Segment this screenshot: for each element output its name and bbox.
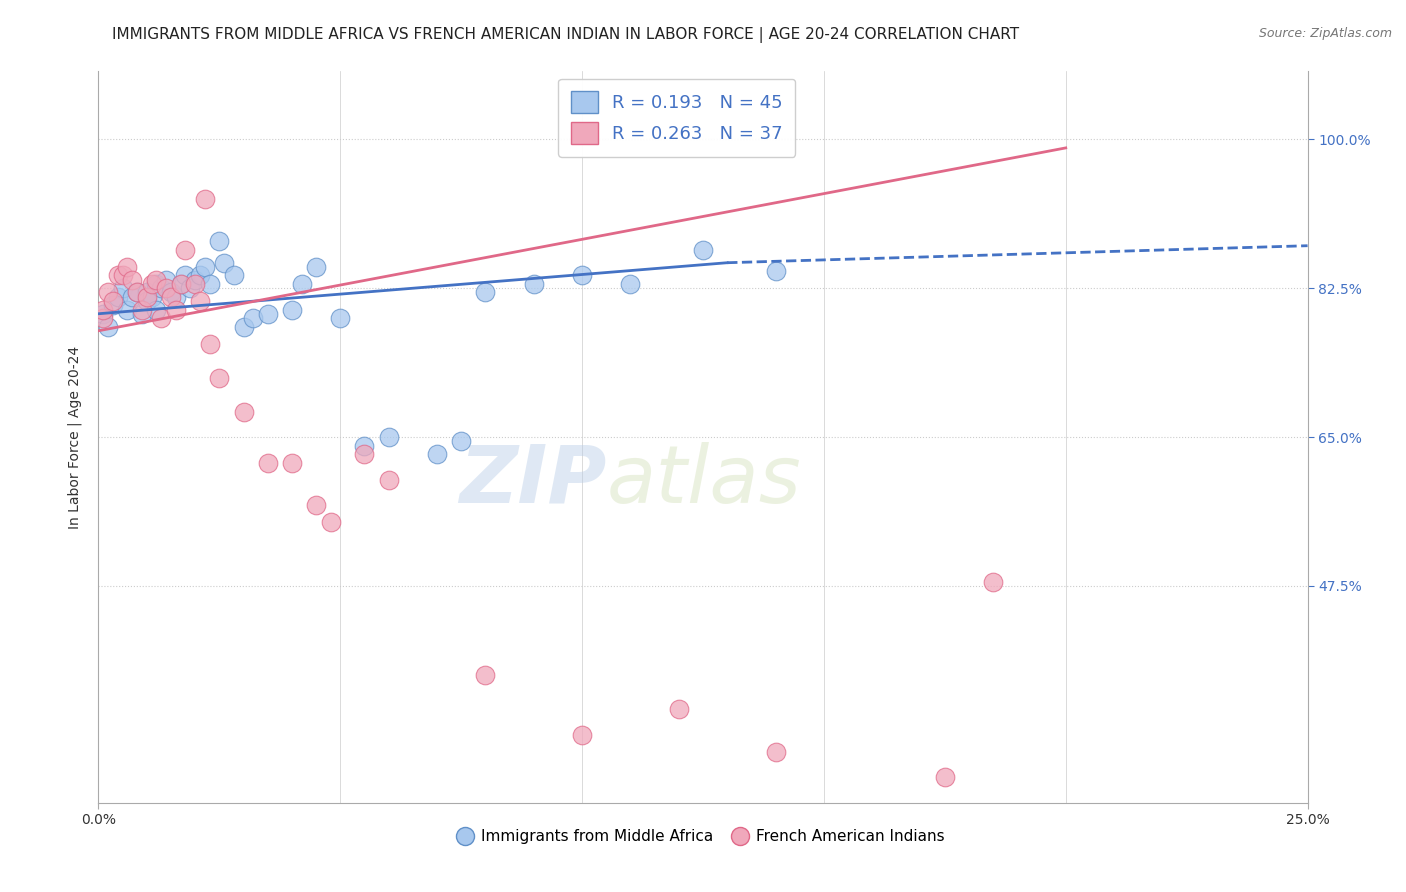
Text: atlas: atlas [606,442,801,520]
Point [101,298,124,312]
Point [353,439,375,453]
Point [160,290,183,304]
Text: IMMIGRANTS FROM MIDDLE AFRICA VS FRENCH AMERICAN INDIAN IN LABOR FORCE | AGE 20-: IMMIGRANTS FROM MIDDLE AFRICA VS FRENCH … [112,27,1019,43]
Point [765,264,787,278]
Point [377,473,399,487]
Point [184,273,207,287]
Point [101,293,124,308]
Point [145,277,167,291]
Point [208,370,231,384]
Point [121,290,143,304]
Point [111,281,134,295]
Point [353,447,375,461]
Point [91,307,114,321]
Point [165,302,187,317]
Point [160,285,183,300]
Point [135,285,157,300]
Point [127,285,149,300]
Point [169,277,191,291]
Point [121,273,143,287]
Point [981,574,1004,589]
Point [107,268,129,283]
Point [188,293,211,308]
Point [426,447,449,461]
Text: ZIP: ZIP [458,442,606,520]
Point [668,702,690,716]
Point [155,281,177,295]
Point [150,311,173,326]
Point [256,307,278,321]
Point [91,311,114,326]
Point [91,302,114,317]
Point [319,515,342,529]
Point [281,302,304,317]
Point [377,430,399,444]
Point [208,235,231,249]
Point [127,285,149,300]
Point [198,277,221,291]
Point [141,277,163,291]
Point [145,302,167,317]
Point [174,243,197,257]
Legend: Immigrants from Middle Africa, French American Indians: Immigrants from Middle Africa, French Am… [456,822,950,850]
Point [194,260,217,274]
Point [198,336,221,351]
Point [131,302,153,317]
Point [135,293,157,308]
Point [619,277,641,291]
Point [281,456,304,470]
Point [150,281,173,295]
Point [305,260,328,274]
Point [232,319,254,334]
Point [188,268,211,283]
Point [290,277,312,291]
Point [174,268,197,283]
Point [222,268,245,283]
Point [169,277,191,291]
Point [165,290,187,304]
Point [111,268,134,283]
Point [934,770,956,784]
Point [474,285,496,300]
Point [184,277,207,291]
Point [212,256,235,270]
Point [194,192,217,206]
Point [145,273,167,287]
Text: Source: ZipAtlas.com: Source: ZipAtlas.com [1258,27,1392,40]
Point [117,260,139,274]
Point [131,307,153,321]
Point [232,404,254,418]
Point [179,281,201,295]
Point [117,302,139,317]
Point [256,456,278,470]
Point [450,434,472,449]
Point [305,498,328,512]
Point [242,311,264,326]
Point [97,285,120,300]
Point [141,290,163,304]
Point [107,290,129,304]
Y-axis label: In Labor Force | Age 20-24: In Labor Force | Age 20-24 [67,345,83,529]
Point [692,243,714,257]
Point [571,728,593,742]
Point [571,268,593,283]
Point [135,290,157,304]
Point [155,273,177,287]
Point [97,319,120,334]
Point [523,277,546,291]
Point [474,668,496,682]
Point [329,311,352,326]
Point [765,745,787,759]
